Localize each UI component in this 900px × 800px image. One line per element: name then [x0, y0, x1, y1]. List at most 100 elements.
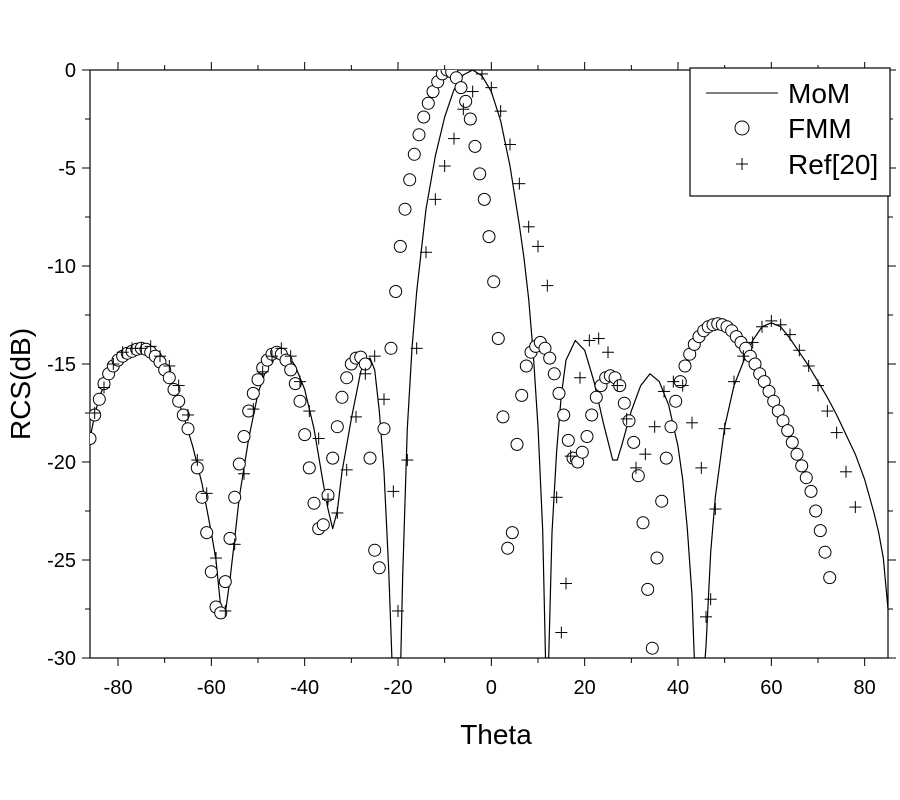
point-fmm: [335, 390, 349, 404]
point-ref20: [368, 350, 381, 363]
legend-box: [689, 67, 891, 197]
point-fmm: [288, 377, 302, 391]
point-fmm: [417, 110, 431, 124]
point-fmm: [589, 390, 603, 404]
legend-label-mom: MoM: [788, 78, 850, 109]
point-fmm: [246, 386, 260, 400]
point-fmm: [195, 490, 209, 504]
point-fmm: [813, 524, 827, 538]
point-ref20: [639, 448, 652, 461]
point-ref20: [107, 358, 120, 370]
point-fmm: [627, 435, 641, 449]
point-fmm: [781, 424, 795, 438]
point-ref20: [392, 604, 404, 617]
x-axis-ticks: -80 -60 -40 -20 0 20 40 60 80: [104, 62, 876, 699]
point-fmm: [293, 394, 307, 408]
y-tick-label: -15: [47, 354, 76, 376]
x-tick-label: 60: [760, 677, 782, 699]
point-ref20: [494, 105, 507, 118]
point-fmm: [421, 96, 435, 110]
legend: MoM FMM Ref[20]: [689, 67, 891, 197]
point-ref20: [154, 350, 166, 363]
x-tick-label: 20: [574, 677, 596, 699]
point-ref20: [802, 359, 815, 372]
point-fmm: [543, 351, 557, 365]
point-ref20: [560, 577, 572, 590]
point-ref20: [602, 346, 614, 359]
point-fmm: [307, 496, 321, 510]
x-tick-label: -60: [197, 677, 226, 699]
point-ref20: [583, 334, 596, 347]
point-ref20: [438, 160, 451, 173]
point-ref20: [746, 336, 759, 349]
point-fmm: [90, 432, 97, 445]
point-fmm: [501, 541, 515, 555]
point-ref20: [620, 412, 633, 425]
point-fmm: [459, 94, 473, 108]
point-ref20: [116, 346, 129, 359]
point-ref20: [172, 379, 185, 392]
point-ref20: [555, 626, 568, 639]
point-fmm: [678, 359, 692, 373]
point-ref20: [686, 416, 698, 429]
point-ref20: [849, 501, 862, 514]
point-ref20: [98, 381, 110, 394]
point-fmm: [316, 518, 330, 532]
x-tick-label: 40: [667, 677, 689, 699]
point-ref20: [765, 314, 778, 327]
point-fmm: [664, 420, 678, 434]
point-ref20: [756, 320, 768, 333]
point-ref20: [648, 420, 661, 433]
point-fmm: [384, 341, 398, 355]
point-ref20: [429, 193, 442, 206]
point-fmm: [298, 428, 312, 442]
point-ref20: [191, 454, 204, 467]
legend-label-fmm: FMM: [788, 113, 852, 144]
point-ref20: [312, 432, 325, 445]
point-ref20: [504, 138, 516, 151]
point-ref20: [784, 328, 796, 341]
x-tick-label: -20: [384, 677, 413, 699]
point-ref20: [350, 410, 362, 423]
point-ref20: [830, 426, 843, 439]
point-fmm: [659, 451, 673, 465]
point-fmm: [491, 332, 505, 345]
point-fmm: [237, 430, 251, 443]
y-tick-label: -20: [47, 452, 76, 474]
point-ref20: [630, 461, 642, 474]
point-ref20: [219, 604, 232, 617]
y-tick-label: -30: [47, 648, 76, 670]
point-ref20: [238, 467, 250, 480]
point-fmm: [622, 414, 636, 428]
point-ref20: [256, 365, 269, 378]
point-fmm: [232, 457, 246, 471]
point-fmm: [799, 471, 813, 485]
point-ref20: [294, 375, 306, 388]
point-fmm: [547, 367, 561, 381]
point-ref20: [322, 493, 334, 506]
point-fmm: [641, 582, 655, 596]
point-fmm: [655, 494, 669, 508]
point-fmm: [519, 359, 533, 373]
point-fmm: [218, 575, 232, 589]
point-ref20: [266, 350, 278, 363]
point-ref20: [401, 454, 414, 467]
point-fmm: [363, 451, 377, 465]
point-fmm: [487, 275, 501, 289]
point-fmm: [372, 561, 386, 575]
point-ref20: [513, 177, 526, 190]
y-tick-label: -10: [47, 256, 76, 278]
legend-label-ref20: Ref[20]: [788, 149, 878, 180]
point-ref20: [592, 332, 605, 345]
point-fmm: [284, 363, 298, 377]
point-fmm: [557, 408, 571, 422]
point-fmm: [468, 139, 482, 153]
point-ref20: [812, 379, 824, 392]
point-fmm: [92, 392, 106, 406]
legend-marker-fmm: [734, 120, 750, 136]
point-ref20: [420, 246, 432, 259]
point-fmm: [636, 516, 650, 530]
y-tick-label: -25: [47, 550, 76, 572]
point-ref20: [574, 371, 586, 384]
